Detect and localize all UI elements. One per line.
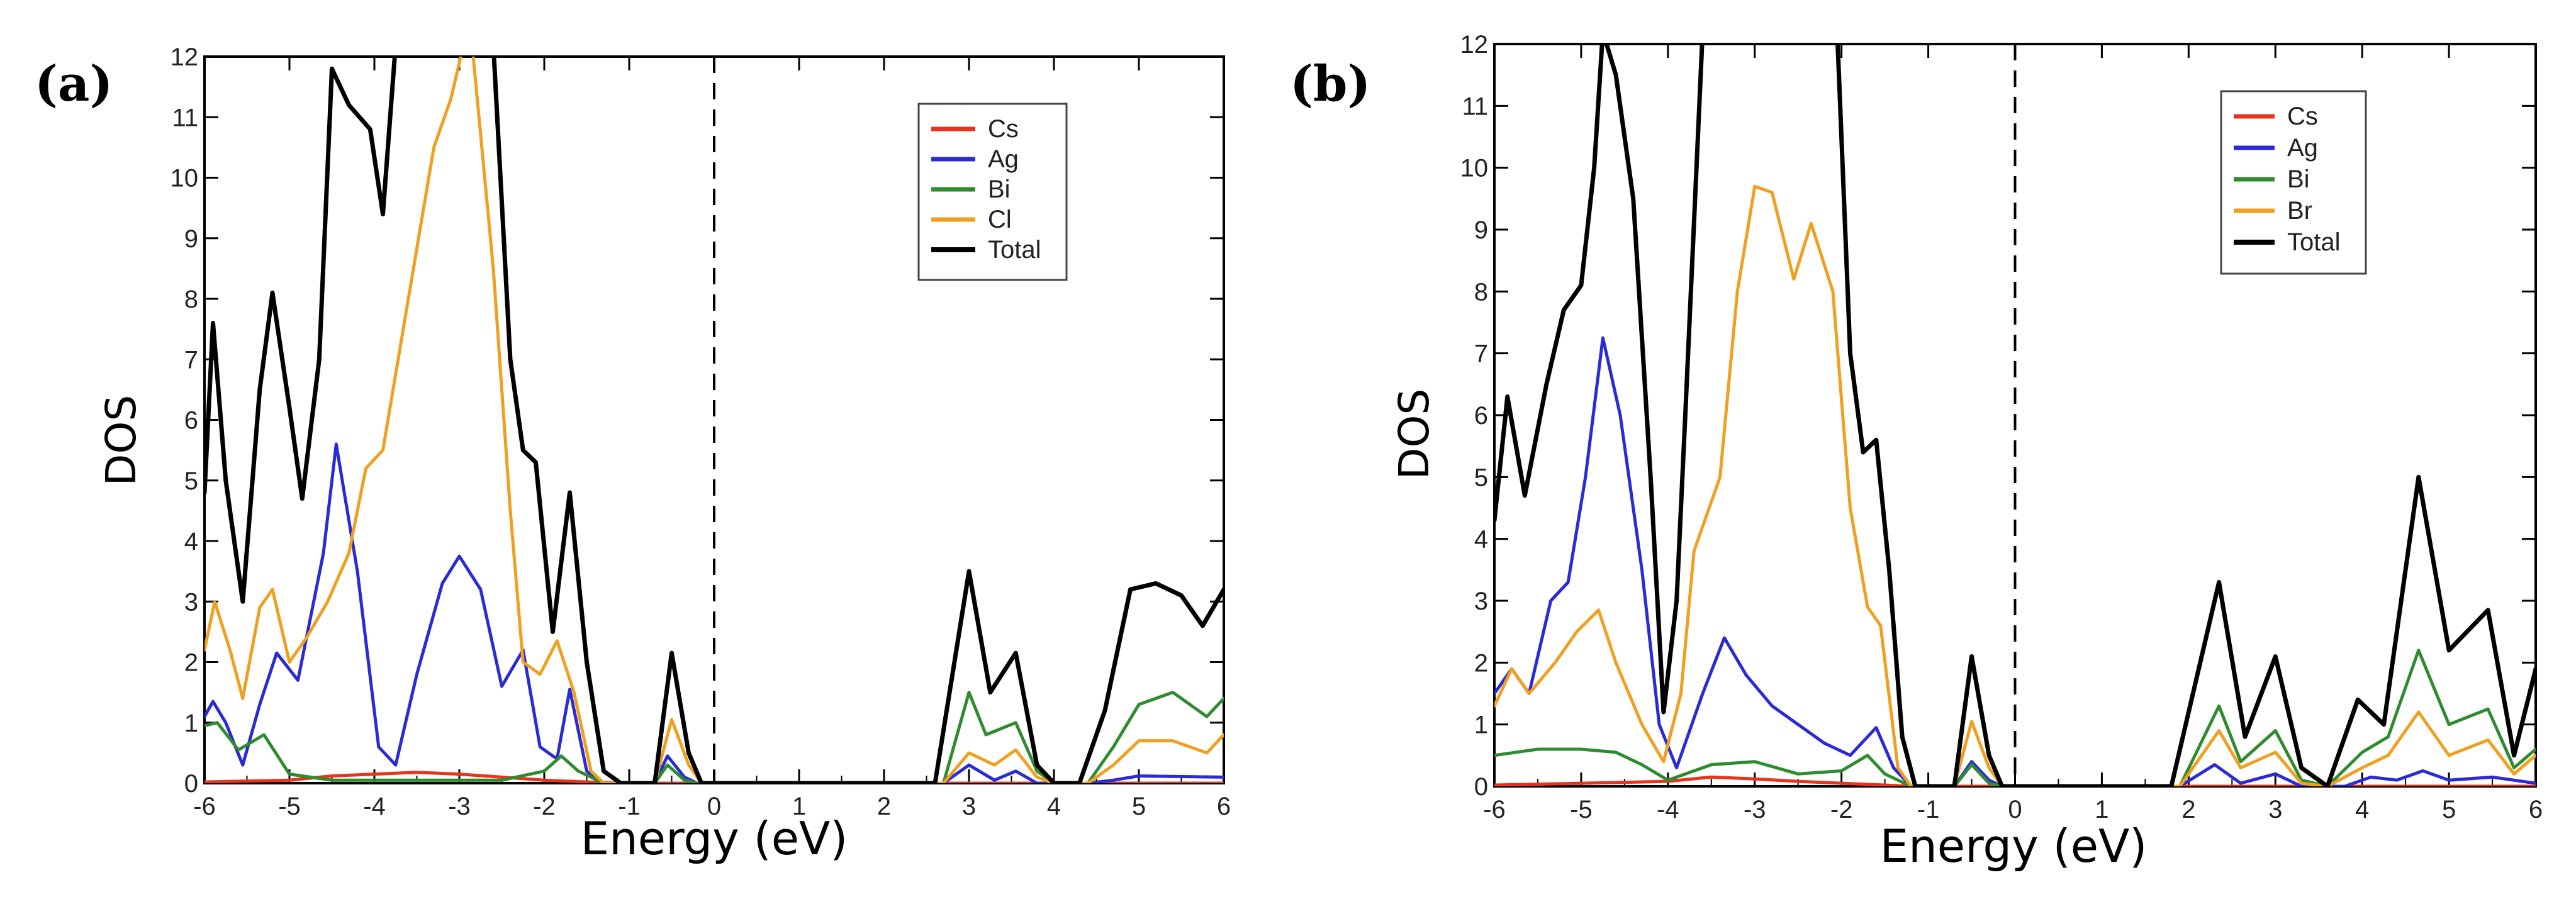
panel-a-series-total	[204, 57, 1224, 783]
panel-b-xtick-label: 5	[2442, 796, 2456, 823]
panel-a-xtick-label: 0	[707, 793, 721, 820]
panel-a-series-group	[204, 57, 1224, 783]
panel-b-series-br	[1494, 184, 2536, 786]
panel-b-ytick-label: 0	[1474, 773, 1488, 801]
panel-a-series-bi	[204, 691, 1224, 783]
panel-a-series-cl	[204, 57, 1224, 783]
panel-b-ylabel: DOS	[1390, 389, 1438, 480]
panel-b-legend-label-total: Total	[2287, 228, 2341, 256]
panel-b-ytick-label: 5	[1474, 464, 1488, 491]
panel-b-series-cs	[1494, 775, 2536, 786]
panel-b-xtick-label: -2	[1830, 796, 1853, 823]
panel-a-legend-label-ag: Ag	[988, 145, 1019, 173]
panel-a-ytick-label: 11	[172, 104, 198, 131]
panel-a-xtick-label: 1	[792, 793, 806, 820]
panel-b-ytick-label: 12	[1460, 31, 1489, 59]
panel-a-legend-label-bi: Bi	[988, 176, 1011, 203]
panel-a-ytick-label: 2	[184, 649, 198, 677]
panel-a-ytick-label: 12	[171, 43, 199, 71]
panel-b-xtick-label: 3	[2268, 796, 2282, 823]
panel-a-legend-label-cs: Cs	[988, 115, 1019, 143]
panel-a-ytick-label: 4	[184, 528, 198, 555]
panel-a-series-ag	[204, 442, 1224, 783]
panel-b-label: (b)	[1290, 55, 1370, 113]
panel-a-xtick-label: -2	[533, 793, 556, 820]
panel-b-xtick-label: 2	[2181, 796, 2195, 823]
panel-a-xtick-label: 5	[1132, 793, 1146, 820]
panel-b-xtick-label: -3	[1744, 796, 1766, 823]
panel-b-xtick-label: -6	[1483, 796, 1506, 823]
panel-a-ytick-label: 9	[184, 225, 198, 253]
panel-a-ytick-label: 5	[184, 467, 198, 495]
panel-b-legend-label-bi: Bi	[2287, 165, 2310, 193]
panel-a-ytick-label: 1	[184, 710, 198, 737]
panel-a-ytick-label: 6	[184, 407, 198, 435]
panel-a-label: (a)	[35, 55, 113, 113]
panel-b-ytick-label: 3	[1474, 588, 1488, 615]
panel-b-xlabel: Energy (eV)	[1880, 820, 2148, 873]
panel-a-xtick-label: 4	[1047, 793, 1061, 820]
panel-a-xtick-label: 2	[877, 793, 891, 820]
panel-a-xtick-label: 3	[962, 793, 976, 820]
panel-a-ytick-label: 10	[171, 165, 199, 192]
panel-a-xtick-label: -4	[363, 793, 386, 820]
panel-b-ytick-label: 4	[1474, 526, 1488, 554]
panel-b-ytick-label: 9	[1474, 216, 1488, 244]
panel-b-xtick-label: 1	[2095, 796, 2108, 823]
panel-a-legend-label-cl: Cl	[988, 206, 1012, 233]
panel-b-legend-label-cs: Cs	[2287, 103, 2318, 130]
panel-b-xtick-label: 4	[2355, 796, 2369, 823]
panel-a-ytick-label: 0	[184, 770, 198, 798]
panel-b-xtick-label: -4	[1657, 796, 1679, 823]
panel-b-ytick-label: 10	[1460, 155, 1489, 182]
panel-a-legend-label-total: Total	[988, 236, 1041, 264]
panel-b-xtick-label: -5	[1570, 796, 1593, 823]
panel-a-xtick-label: -1	[618, 793, 641, 820]
panel-b-series-ag	[1494, 336, 2536, 786]
panel-a-ylabel: DOS	[97, 395, 145, 486]
panel-b-series-total	[1494, 44, 2536, 786]
panel-a-xlabel: Energy (eV)	[581, 812, 848, 865]
panel-a-xtick-label: -5	[278, 793, 301, 820]
panel-b-xtick-label: -1	[1917, 796, 1940, 823]
panel-b-ytick-label: 11	[1462, 92, 1488, 120]
panel-a-plot: -6 -5 -4 -3 -2 -1 0 1 2 3 4 5 60123456789101112CsAgB…	[171, 43, 1231, 820]
panel-b-ytick-label: 6	[1474, 402, 1488, 430]
panel-a-xtick-label: 6	[1217, 793, 1231, 820]
panel-b-ytick-label: 8	[1474, 278, 1488, 306]
panel-b-legend-label-br: Br	[2287, 197, 2312, 225]
panel-b-ytick-label: 7	[1474, 340, 1488, 368]
panel-a-ytick-label: 7	[184, 346, 198, 374]
panel-a-ytick-label: 8	[184, 286, 198, 313]
panel-a-xtick-label: -3	[448, 793, 471, 820]
panel-b-xtick-label: 6	[2529, 796, 2543, 823]
panel-b-series-bi	[1494, 649, 2536, 786]
panel-a-ytick-label: 3	[184, 588, 198, 616]
panel-b-ytick-label: 2	[1474, 649, 1488, 677]
panel-b-xtick-label: 0	[2008, 796, 2022, 823]
panel-a-xtick-label: -6	[193, 793, 216, 820]
panel-b-series-group	[1494, 44, 2536, 786]
panel-b-plot: -6 -5 -4 -3 -2 -1 0 1 2 3 4 5 60123456789101112CsAgB…	[1460, 31, 2543, 823]
panel-b-ytick-label: 1	[1474, 711, 1488, 739]
panel-b-legend-label-ag: Ag	[2287, 134, 2318, 162]
